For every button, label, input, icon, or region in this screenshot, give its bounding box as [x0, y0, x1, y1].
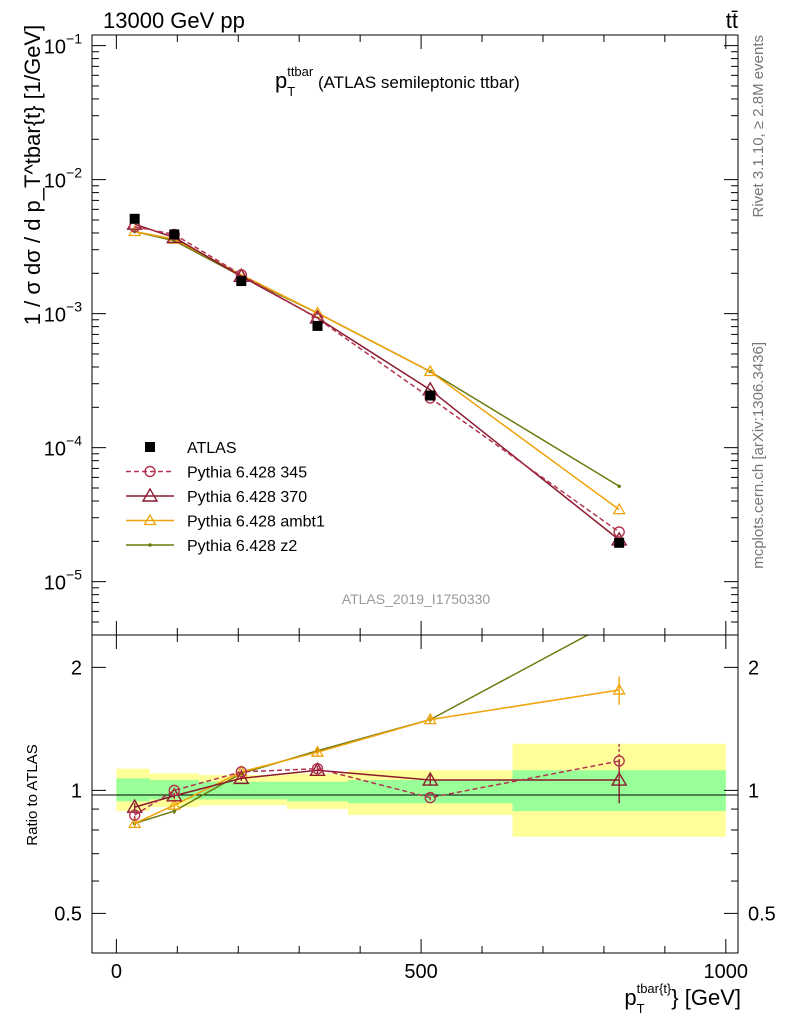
side-label-mcplots: mcplots.cern.ch [arXiv:1306.3436] — [750, 342, 767, 569]
header-right: tt̄ — [726, 8, 738, 33]
legend-marker-z2 — [148, 543, 152, 547]
legend-entry-z2: Pythia 6.428 z2 — [126, 538, 297, 555]
ratio-point-ambt1 — [310, 745, 325, 757]
data-point-ambt1 — [612, 502, 626, 515]
legend-marker-atlas — [145, 442, 155, 452]
legend-label-p345: Pythia 6.428 345 — [187, 465, 307, 482]
data-point-atlas — [169, 229, 180, 240]
series-atlas — [129, 213, 625, 548]
data-point-atlas — [425, 390, 436, 401]
ratio-y-ticks: 0.5 0.5 1 1 2 2 — [54, 657, 776, 954]
data-point-atlas — [312, 320, 323, 331]
ratio-series-p345 — [128, 743, 625, 821]
ratio-point-ambt1 — [612, 683, 626, 695]
ratio-band-inner — [116, 778, 150, 802]
ratio-line-p345 — [134, 760, 620, 816]
legend-label-ambt1: Pythia 6.428 ambt1 — [187, 514, 325, 531]
data-point-atlas — [129, 213, 140, 224]
header-left: 13000 GeV pp — [103, 8, 245, 33]
main-y-axis-label: 1 / σ dσ / d p_T^tbar{t} [1/GeV] — [20, 25, 45, 325]
chart-title: pTttbar (ATLAS semileptonic ttbar) — [275, 64, 520, 99]
ratio-point-p370 — [422, 771, 439, 786]
side-label-rivet: Rivet 3.1.10, ≥ 2.8M events — [750, 35, 767, 218]
legend-entry-p345: Pythia 6.428 345 — [126, 465, 307, 482]
legend-marker-p370 — [141, 487, 159, 502]
main-y-tick-label: 10−4 — [44, 433, 82, 461]
ratio-point-p345 — [613, 755, 625, 767]
ratio-point-p370 — [610, 771, 628, 786]
ratio-point-p370 — [233, 769, 250, 785]
main-y-tick-label: 10−5 — [44, 567, 82, 595]
legend-entry-ambt1: Pythia 6.428 ambt1 — [126, 514, 325, 531]
data-point-atlas — [614, 537, 625, 548]
header: 13000 GeV pp tt̄ — [103, 8, 738, 33]
ratio-y-tick-label: 0.5 — [54, 903, 82, 925]
main-y-tick-label: 10−3 — [44, 299, 82, 327]
ratio-y-axis-label: Ratio to ATLAS — [24, 744, 41, 845]
ratio-point-z2 — [172, 809, 177, 813]
legend-marker-ambt1 — [143, 513, 157, 526]
main-x-ticks — [115, 35, 727, 635]
x-axis-label: pTtbar{t}} [GeV] — [624, 981, 741, 1016]
legend-label-atlas: ATLAS — [187, 440, 237, 457]
ratio-point-ambt1 — [167, 798, 181, 810]
ratio-point-p345 — [311, 762, 324, 775]
main-panel: pTttbar (ATLAS semileptonic ttbar) 1 / σ… — [20, 25, 739, 636]
main-y-ticks: 10−1 10−2 10−3 10−4 10−5 — [44, 31, 738, 636]
data-point-p345 — [613, 526, 625, 538]
ratio-x-tick-label: 1000 — [704, 961, 749, 983]
ratio-point-p345 — [424, 791, 436, 804]
ratio-point-p345 — [128, 809, 141, 821]
ratio-panel: 0.5 0.5 1 1 2 2 0 500 1000 Ratio to ATLAS pTtba… — [24, 634, 776, 1016]
ratio-bands — [116, 743, 726, 837]
ratio-y-tick-label: 2 — [71, 657, 82, 679]
ratio-y-tick-label: 1 — [748, 780, 759, 802]
ratio-y-tick-label: 0.5 — [748, 903, 776, 925]
legend-label-p370: Pythia 6.428 370 — [187, 489, 307, 506]
ratio-point-p345 — [168, 784, 180, 797]
watermark: ATLAS_2019_I1750330 — [342, 591, 491, 607]
data-point-ambt1 — [423, 364, 437, 377]
ratio-band-inner — [287, 781, 348, 802]
data-point-z2 — [617, 484, 621, 489]
ratio-series — [126, 635, 628, 829]
ratio-y-tick-label: 1 — [71, 780, 82, 802]
ratio-point-ambt1 — [234, 765, 248, 777]
ratio-point-p345 — [235, 766, 248, 778]
data-point-atlas — [236, 276, 247, 287]
legend-entry-p370: Pythia 6.428 370 — [126, 487, 307, 506]
ratio-y-tick-label: 2 — [748, 657, 759, 679]
ratio-line-p370 — [134, 769, 620, 808]
legend-marker-p345 — [144, 465, 156, 478]
ratio-x-tick-label: 0 — [111, 961, 122, 983]
series-line-p345 — [134, 226, 620, 533]
ratio-point-ambt1 — [423, 712, 437, 725]
legend-entry-atlas: ATLAS — [145, 440, 237, 457]
main-y-tick-label: 10−2 — [44, 165, 82, 193]
ratio-x-tick-label: 500 — [404, 961, 437, 983]
ratio-line-ambt1 — [134, 689, 620, 825]
main-series — [126, 213, 628, 548]
ratio-x-ticks: 0 500 1000 — [111, 635, 748, 983]
ratio-band-inner — [347, 780, 513, 804]
series-line-ambt1 — [134, 230, 620, 511]
ratio-frame — [91, 634, 739, 954]
ratio-point-ambt1 — [128, 816, 142, 829]
legend-label-z2: Pythia 6.428 z2 — [187, 538, 297, 555]
main-y-tick-label: 10−1 — [44, 31, 82, 59]
legend: ATLAS Pythia 6.428 345 Pythia 6.428 370 Pyt… — [126, 440, 325, 555]
